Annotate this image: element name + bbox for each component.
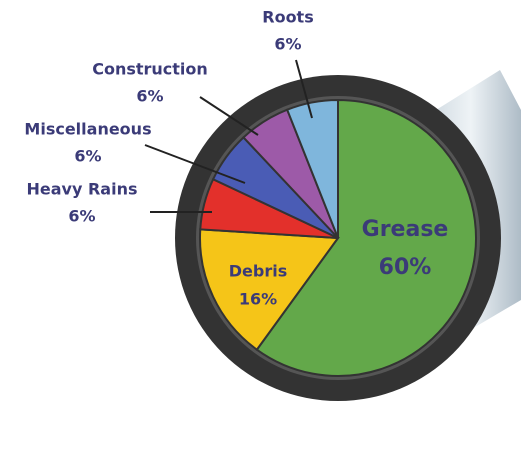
slice-label: Construction (92, 60, 208, 79)
slice-value: 6% (136, 87, 163, 106)
slice-label: Heavy Rains (27, 180, 138, 199)
slice-value: 6% (68, 207, 95, 226)
slice-value: 16% (239, 290, 277, 309)
slice-label: Grease (362, 217, 449, 242)
slice-value: 6% (74, 147, 101, 166)
chart: Grease 60% Debris 16% Heavy Rains 6% Miscellan… (0, 0, 521, 455)
slice-label: Debris (229, 262, 287, 281)
slice-label: Miscellaneous (24, 120, 151, 139)
slice-value: 6% (274, 35, 301, 54)
slice-value: 60% (379, 255, 432, 280)
slice-label: Roots (262, 8, 313, 27)
